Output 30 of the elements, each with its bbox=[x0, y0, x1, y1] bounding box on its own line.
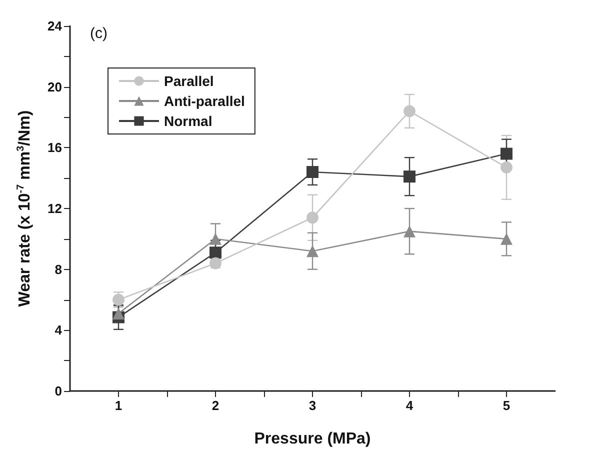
x-axis-title: Pressure (MPa) bbox=[254, 430, 371, 448]
annotation: (c) bbox=[90, 25, 108, 42]
y-tick-label: 0 bbox=[54, 384, 62, 398]
point bbox=[500, 161, 512, 174]
y-tick-label: 12 bbox=[48, 201, 62, 216]
point bbox=[210, 232, 222, 245]
x-tick-label: 1 bbox=[114, 398, 122, 413]
point bbox=[112, 307, 124, 320]
point bbox=[404, 225, 416, 238]
y-tick-label: 16 bbox=[48, 140, 62, 156]
point bbox=[306, 245, 318, 258]
x-tick-label: 4 bbox=[406, 398, 414, 413]
x-tick-label: 3 bbox=[308, 398, 316, 413]
y-tick-label: 20 bbox=[48, 79, 62, 94]
legend-label: Parallel bbox=[164, 73, 214, 89]
point bbox=[306, 212, 318, 224]
point bbox=[500, 232, 512, 245]
y-tick-label: 8 bbox=[54, 262, 62, 277]
point bbox=[404, 105, 416, 118]
point bbox=[500, 148, 512, 160]
point bbox=[306, 166, 318, 178]
point bbox=[210, 246, 222, 259]
y-tick-label: 24 bbox=[48, 18, 63, 34]
y-axis-title: Wear rate (x 10-7 mm3/Nm) bbox=[16, 110, 34, 307]
x-tick-label: 2 bbox=[212, 398, 220, 413]
x-tick-label: 5 bbox=[502, 398, 510, 413]
legend-label: Normal bbox=[164, 113, 212, 129]
point bbox=[404, 170, 416, 183]
legend-label: Anti-parallel bbox=[164, 93, 245, 109]
y-tick-label: 4 bbox=[54, 322, 63, 338]
